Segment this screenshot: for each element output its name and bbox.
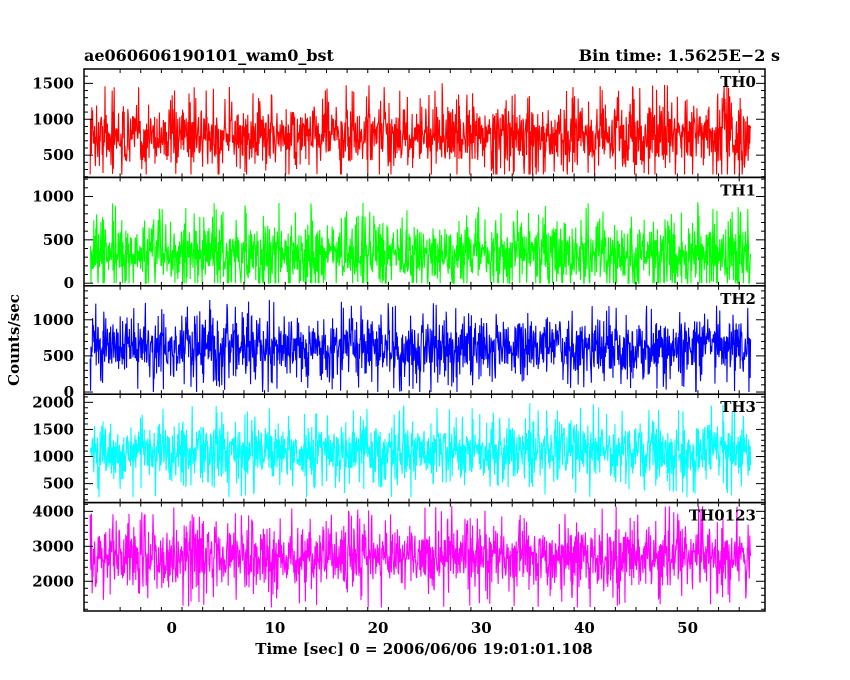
y-tick-label: 3000 — [32, 537, 74, 555]
y-tick-label: 1500 — [32, 420, 74, 438]
x-axis-label: Time [sec] 0 = 2006/06/06 19:01:01.108 — [255, 640, 592, 658]
y-tick-label: 1000 — [32, 187, 74, 205]
series-th2-line — [89, 299, 752, 393]
y-tick-label: 500 — [43, 231, 74, 249]
y-tick-label: 0 — [64, 274, 74, 292]
panel-label-th2: TH2 — [720, 290, 756, 308]
y-tick-label: 500 — [43, 146, 74, 164]
panel-label-th3: TH3 — [720, 398, 756, 416]
x-tick-label: 30 — [471, 619, 492, 637]
y-tick-label: 2000 — [32, 393, 74, 411]
x-tick-label: 0 — [166, 619, 176, 637]
y-tick-label: 1000 — [32, 110, 74, 128]
panel-label-th0: TH0 — [720, 73, 756, 91]
y-tick-label: 1000 — [32, 311, 74, 329]
series-th1-line — [89, 202, 752, 284]
panel-label-th0123: TH0123 — [689, 507, 756, 525]
y-tick-label: 500 — [43, 347, 74, 365]
panel-label-th1: TH1 — [720, 181, 756, 199]
header-right-title: Bin time: 1.5625E−2 s — [579, 46, 780, 65]
x-tick-label: 50 — [677, 619, 698, 637]
y-tick-label: 500 — [43, 475, 74, 493]
series-th3-line — [89, 403, 752, 498]
y-tick-label: 1500 — [32, 74, 74, 92]
y-tick-label: 0 — [64, 383, 74, 401]
y-tick-label: 4000 — [32, 502, 74, 520]
y-axis-label: Counts/sec — [5, 294, 23, 386]
x-tick-label: 40 — [574, 619, 595, 637]
y-tick-label: 2000 — [32, 572, 74, 590]
header-left-title: ae060606190101_wam0_bst — [84, 46, 335, 65]
x-tick-label: 20 — [368, 619, 389, 637]
y-tick-label: 1000 — [32, 448, 74, 466]
series-th0-line — [89, 83, 752, 175]
panel-frame-th0123 — [83, 501, 766, 612]
x-tick-label: 10 — [264, 619, 285, 637]
series-th0123-line — [89, 506, 752, 608]
